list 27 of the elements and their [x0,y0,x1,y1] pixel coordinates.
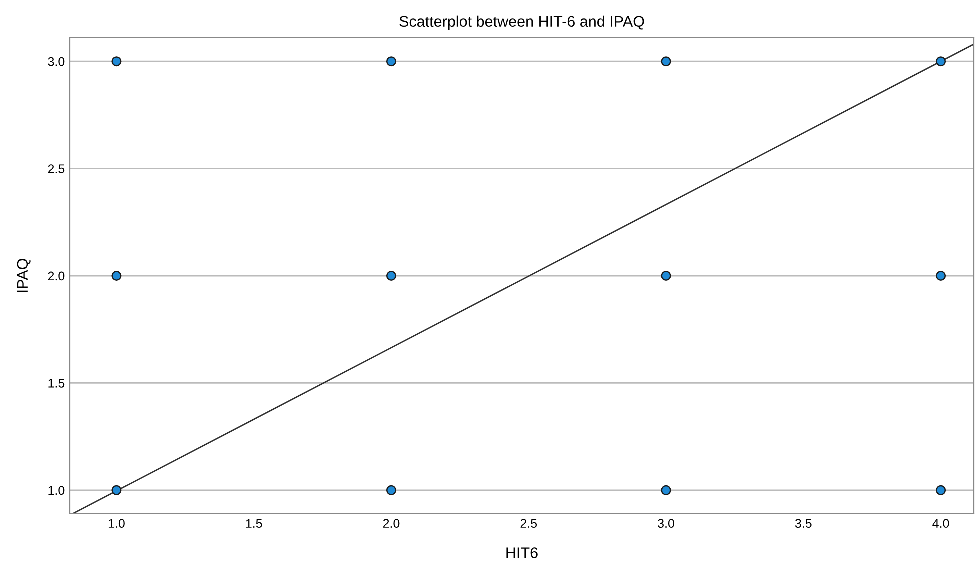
point [661,270,672,282]
point [936,485,946,496]
x-tick-label: 3.0 [658,519,674,528]
point [112,270,122,282]
x-tick-label: 2.5 [520,519,538,528]
point [936,56,946,67]
y-tick-label: 2.0 [48,272,65,281]
x-tick-label: 4.0 [932,519,950,528]
point [661,56,672,67]
point [936,270,946,282]
point [661,485,672,496]
point [112,485,122,496]
y-tick-label: 2.5 [48,164,65,174]
y-tick-label: 3.0 [48,57,65,66]
y-tick-label: 1.5 [48,379,65,388]
point [386,485,396,496]
y-axis-title: IPAQ [17,259,31,292]
chart-title: Scatterplot between HIT-6 and IPAQ [400,16,644,30]
point [112,56,122,67]
x-tick-label: 2.0 [383,519,400,528]
x-axis-title: HIT6 [506,548,538,558]
point [386,56,396,67]
point [386,270,396,282]
x-tick-label: 1.0 [108,519,125,528]
y-tick-label: 1.0 [48,486,65,496]
x-tick-label: 1.5 [246,519,262,528]
x-tick-label: 3.5 [795,519,812,528]
